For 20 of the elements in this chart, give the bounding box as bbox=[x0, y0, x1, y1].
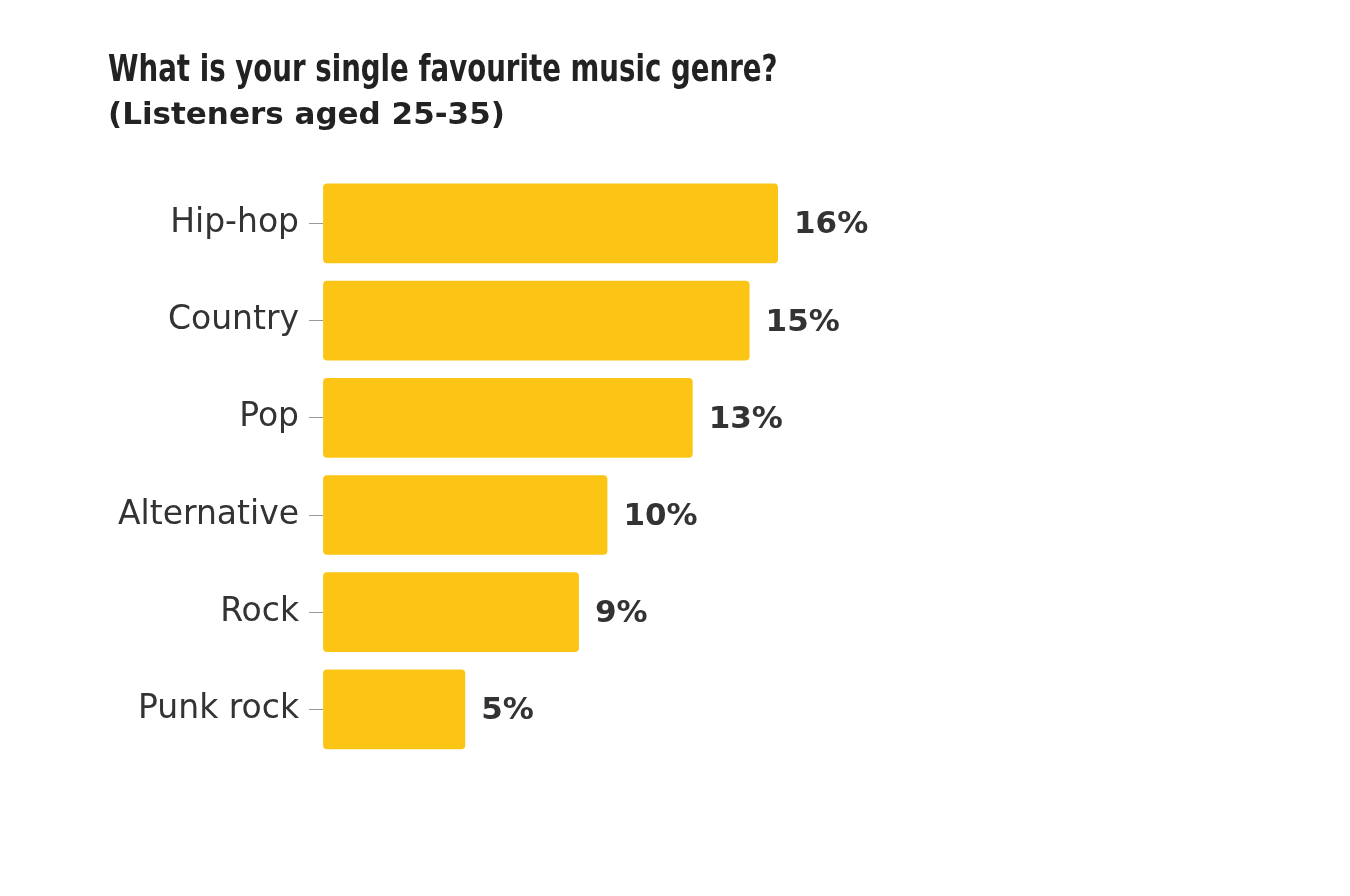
data-label: 10% bbox=[623, 496, 698, 533]
bar bbox=[323, 669, 466, 750]
bar bbox=[323, 475, 608, 555]
y-tick-label: Hip-hop bbox=[170, 200, 300, 240]
y-tick-label: Pop bbox=[239, 395, 300, 435]
y-tick-label: Punk rock bbox=[138, 686, 300, 726]
y-tick-label: Country bbox=[167, 298, 300, 338]
data-label: 9% bbox=[594, 593, 648, 630]
y-tick-label: Rock bbox=[220, 589, 300, 629]
data-label: 15% bbox=[765, 301, 840, 338]
bar bbox=[323, 280, 750, 361]
y-tick-label: Alternative bbox=[117, 492, 300, 532]
data-label: 5% bbox=[481, 690, 534, 727]
bar bbox=[323, 183, 778, 264]
data-label: 13% bbox=[708, 398, 783, 435]
chart-subtitle: (Listeners aged 25-35) bbox=[108, 95, 505, 132]
bar bbox=[323, 572, 579, 653]
chart-title: What is your single favourite music genre? bbox=[108, 45, 778, 90]
data-label: 16% bbox=[794, 204, 869, 241]
bar bbox=[323, 377, 693, 458]
